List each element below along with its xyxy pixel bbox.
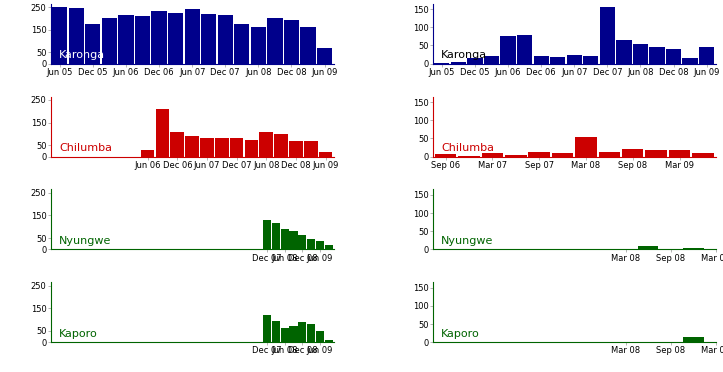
Bar [263,220,271,249]
Bar [289,231,298,249]
Bar [638,247,659,249]
Bar [550,57,565,64]
Bar [325,245,333,249]
Bar [307,324,315,342]
Bar [319,152,333,157]
Bar [119,15,134,64]
Text: Karonga: Karonga [59,50,106,60]
Bar [616,40,631,64]
Bar [529,152,550,157]
Bar [244,140,258,157]
Bar [185,136,199,157]
Bar [102,19,117,64]
Bar [669,150,690,157]
Bar [699,47,714,64]
Bar [284,20,299,64]
Bar [484,57,499,64]
Bar [274,134,288,157]
Bar [200,138,214,157]
Bar [649,47,664,64]
Bar [272,321,280,342]
Text: Kaporo: Kaporo [441,328,480,339]
Bar [500,36,515,64]
Bar [660,248,681,249]
Text: Chilumba: Chilumba [441,143,495,153]
Bar [151,10,166,64]
Bar [141,150,155,157]
Bar [85,24,100,64]
Bar [622,149,643,157]
Bar [260,132,273,157]
Bar [600,7,615,64]
Bar [184,9,200,64]
Bar [505,155,526,157]
Bar [599,152,620,157]
Bar [300,28,316,64]
Bar [450,62,466,64]
Bar [299,322,307,342]
Bar [317,48,332,64]
Bar [666,49,681,64]
Bar [234,24,249,64]
Text: Kaporo: Kaporo [59,328,98,339]
Bar [325,340,333,342]
Bar [69,8,84,64]
Bar [534,57,549,64]
Bar [683,248,703,249]
Text: Karonga: Karonga [441,50,487,60]
Bar [171,132,184,157]
Bar [299,235,307,249]
Bar [230,138,244,157]
Bar [683,337,703,342]
Bar [576,137,596,157]
Bar [683,58,698,64]
Bar [201,14,216,64]
Bar [304,141,317,157]
Bar [517,35,532,64]
Bar [316,241,324,249]
Bar [155,109,169,157]
Bar [633,44,648,64]
Bar [215,138,228,157]
Bar [615,248,636,249]
Bar [552,153,573,157]
Text: Nyungwe: Nyungwe [441,236,494,246]
Bar [168,13,183,64]
Bar [135,16,150,64]
Bar [289,326,298,342]
Bar [251,28,266,64]
Text: Nyungwe: Nyungwe [59,236,111,246]
Text: Chilumba: Chilumba [59,143,112,153]
Bar [268,19,283,64]
Bar [567,55,582,64]
Bar [289,141,303,157]
Bar [52,7,67,64]
Bar [281,229,288,249]
Bar [583,57,599,64]
Bar [435,62,450,64]
Bar [218,15,233,64]
Bar [467,58,482,64]
Bar [263,315,271,342]
Bar [458,156,480,157]
Bar [646,150,667,157]
Bar [272,223,280,249]
Bar [316,331,324,342]
Bar [307,239,315,249]
Bar [482,153,503,157]
Bar [435,154,456,157]
Bar [692,153,714,157]
Bar [281,327,288,342]
